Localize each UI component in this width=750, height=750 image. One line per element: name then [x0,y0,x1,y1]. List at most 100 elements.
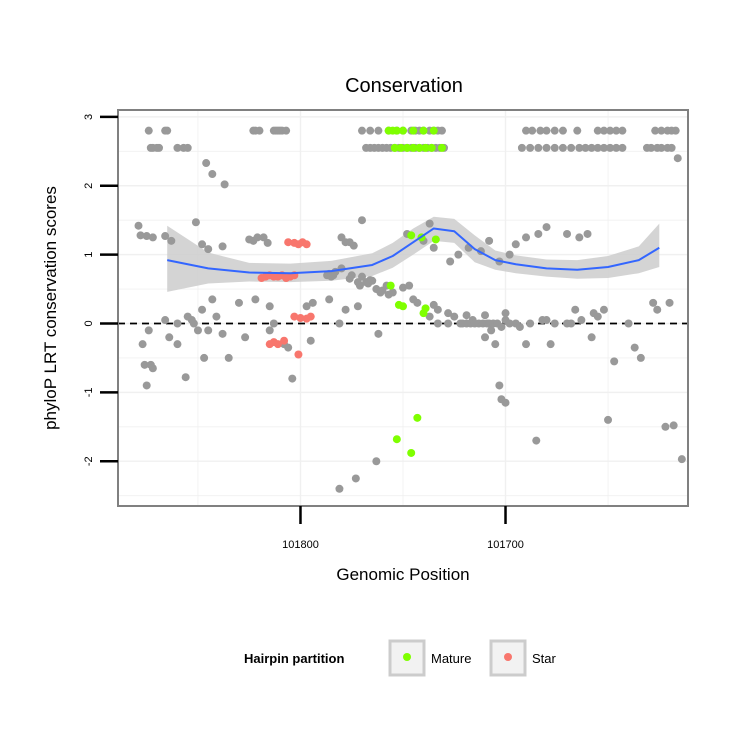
data-point [284,343,293,352]
data-point [257,274,266,283]
data-point [280,336,289,345]
data-point [481,311,490,320]
data-point [425,312,434,321]
data-point [433,305,442,314]
data-point [558,143,567,152]
y-tick-label: 3 [83,114,95,120]
data-point [550,319,559,328]
data-point [505,250,514,259]
data-point [612,126,621,135]
data-point [413,413,422,422]
y-tick-label: 1 [83,252,95,258]
data-point [386,281,395,290]
data-point [269,319,278,328]
data-point [396,143,405,152]
data-point [425,219,434,228]
data-point [571,305,580,314]
legend-dot-star [504,653,512,661]
panel [117,109,689,507]
data-point [335,319,344,328]
data-point [528,126,537,135]
data-point [673,154,682,163]
data-point [224,353,233,362]
legend-item-mature: Mature [388,639,471,677]
data-point [495,381,504,390]
data-point [550,143,559,152]
data-point [165,333,174,342]
data-points [134,126,686,493]
data-point [542,143,551,152]
data-point [208,170,217,179]
data-point [618,143,627,152]
data-point [444,309,453,318]
data-point [599,143,608,152]
data-point [218,242,227,251]
data-point [405,281,414,290]
data-point [575,143,584,152]
data-point [437,126,446,135]
data-point [487,326,496,335]
smooth-fit-line [167,227,660,275]
data-point [534,143,543,152]
data-point [347,271,356,280]
data-point [409,143,418,152]
data-point [200,353,209,362]
data-point [413,298,422,307]
x-axis: 101800 101700 [282,506,524,551]
data-point [419,126,428,135]
data-point [355,281,364,290]
data-point [661,422,670,431]
data-point [218,329,227,338]
data-point [481,333,490,342]
data-point [593,143,602,152]
data-point [677,455,686,464]
data-point [421,143,430,152]
data-point [148,233,157,242]
data-point [403,143,412,152]
data-point [647,143,656,152]
data-point [526,319,535,328]
data-point [155,143,164,152]
legend-dot-mature [403,653,411,661]
data-point [657,143,666,152]
data-point [288,374,297,383]
data-point [294,350,303,359]
data-point [234,298,243,307]
data-point [429,126,438,135]
data-point [567,319,576,328]
data-point [651,126,660,135]
data-point [374,126,383,135]
data-point [204,326,213,335]
data-point [505,319,514,328]
data-point [204,245,213,254]
legend-key-star [489,639,527,677]
y-tick-label: 2 [83,183,95,189]
data-point [183,143,192,152]
y-tick-label: -1 [83,387,95,397]
data-point [511,240,520,249]
data-point [536,126,545,135]
data-point [532,436,541,445]
data-point [144,326,153,335]
data-point [282,126,291,135]
data-point [357,272,366,281]
data-point [392,435,401,444]
data-point [255,126,264,135]
panel-border [117,109,689,507]
data-point [308,298,317,307]
data-point [550,126,559,135]
data-point [191,218,200,227]
data-point [542,316,551,325]
chart-title: Conservation [345,75,463,97]
data-point [220,180,229,189]
data-point [593,312,602,321]
y-tick-label: -2 [83,456,95,466]
data-point [163,126,172,135]
data-point [636,353,645,362]
data-point [183,312,192,321]
legend-title: Hairpin partition [244,651,344,666]
data-point [372,457,381,466]
legend-label-star: Star [532,651,557,666]
data-point [265,340,274,349]
data-point [353,302,362,311]
